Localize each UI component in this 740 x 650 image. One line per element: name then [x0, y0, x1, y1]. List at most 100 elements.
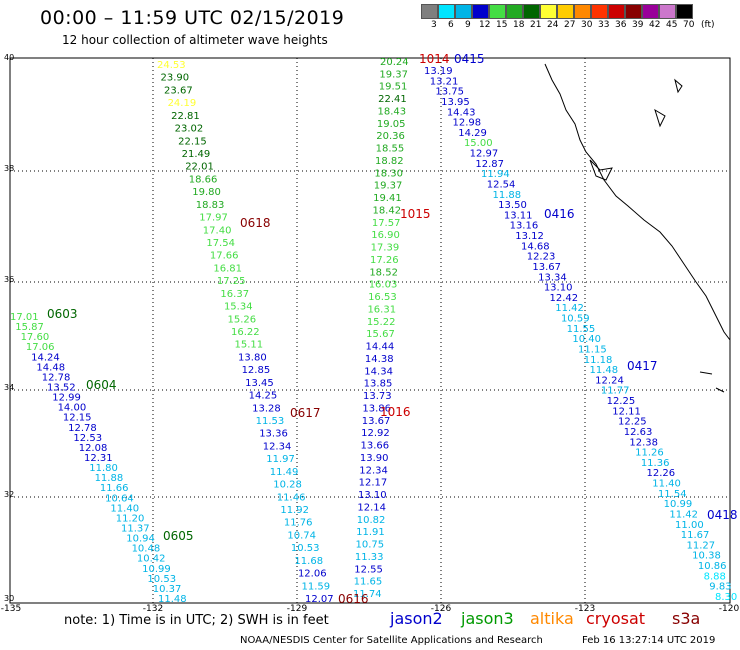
swh-value: 10.40	[572, 334, 601, 345]
swh-value: 12.99	[52, 393, 81, 404]
swh-value: 9.83	[709, 582, 731, 593]
swh-value: 10.82	[357, 515, 386, 526]
swh-value: 16.37	[220, 289, 249, 300]
swh-value: 13.67	[532, 262, 561, 273]
swh-value: 11.00	[675, 520, 704, 531]
swh-value: 11.67	[681, 530, 710, 541]
swh-value: 10.42	[137, 554, 166, 565]
swh-value: 16.81	[213, 263, 242, 274]
swh-value: 11.49	[270, 467, 299, 478]
color-scale-label: 21	[530, 20, 542, 30]
color-swatch	[574, 4, 591, 19]
swh-value: 23.90	[161, 73, 190, 84]
swh-value: 11.42	[555, 303, 584, 314]
swh-value: 13.66	[361, 441, 390, 452]
pass-id-label: 0618	[240, 216, 271, 230]
swh-value: 11.55	[567, 324, 596, 335]
color-swatch	[676, 4, 693, 19]
swh-value: 15.11	[235, 340, 264, 351]
lake-outline	[654, 108, 666, 128]
swh-value: 15.26	[227, 314, 256, 325]
swh-value: 11.33	[355, 552, 384, 563]
color-scale-label: 9	[465, 20, 471, 30]
legend-cryosat: cryosat	[586, 609, 646, 628]
swh-value: 11.91	[356, 527, 385, 538]
legend-jason2: jason2	[390, 609, 443, 628]
swh-value: 14.29	[458, 128, 487, 139]
swh-value: 19.05	[377, 119, 406, 130]
swh-value: 18.66	[189, 174, 218, 185]
swh-value: 13.80	[238, 352, 267, 363]
color-scale-label: 24	[547, 20, 559, 30]
color-scale-label: 45	[666, 20, 678, 30]
color-swatch	[591, 4, 608, 19]
color-scale: 3 6 9 12 15 18 21 24 27 30 33 36 39 42 45 70 (ft)	[421, 4, 731, 33]
swh-value: 12.11	[612, 406, 641, 417]
color-swatch	[489, 4, 506, 19]
swh-value: 17.54	[206, 238, 235, 249]
pass-id-label: 0604	[86, 378, 117, 392]
lat-tick-label: 34	[4, 383, 14, 392]
color-scale-label: 42	[649, 20, 661, 30]
swh-value: 23.67	[164, 85, 193, 96]
swh-value: 11.27	[686, 540, 715, 551]
swh-value: 23.02	[175, 124, 204, 135]
swh-value: 17.39	[371, 243, 400, 254]
swh-value: 22.41	[378, 94, 407, 105]
swh-value: 13.28	[252, 403, 281, 414]
swh-value: 12.85	[242, 365, 271, 376]
swh-value: 11.76	[284, 518, 313, 529]
swh-value: 19.37	[379, 69, 408, 80]
color-swatch	[523, 4, 540, 19]
lake-outline	[674, 78, 683, 94]
swh-value: 8.30	[715, 592, 737, 603]
color-swatch	[608, 4, 625, 19]
swh-value: 14.38	[365, 354, 394, 365]
swh-value: 19.51	[379, 82, 408, 93]
color-scale-label: 12	[479, 20, 491, 30]
swh-value: 10.48	[132, 544, 161, 555]
color-swatch	[472, 4, 489, 19]
swh-value: 12.87	[475, 159, 504, 170]
swh-value: 13.75	[435, 87, 464, 98]
swh-value: 10.86	[698, 561, 727, 572]
pass-id-label: 1015	[400, 207, 431, 221]
swh-value: 8.88	[704, 571, 726, 582]
swh-value: 12.38	[629, 437, 658, 448]
swh-value: 15.00	[464, 138, 493, 149]
color-scale-unit: (ft)	[701, 20, 715, 30]
swh-value: 20.24	[380, 57, 409, 68]
swh-value: 12.92	[361, 428, 390, 439]
swh-value: 12.78	[68, 423, 97, 434]
swh-value: 17.60	[21, 332, 50, 343]
pass-id-label: 0616	[338, 592, 369, 606]
pass-id-label: 1016	[380, 405, 411, 419]
swh-value: 24.19	[168, 98, 197, 109]
map-frame	[9, 57, 731, 604]
swh-value: 13.90	[360, 453, 389, 464]
color-scale-label: 33	[598, 20, 610, 30]
color-scale-label: 39	[632, 20, 644, 30]
swh-value: 11.59	[301, 581, 330, 592]
swh-value: 12.98	[453, 118, 482, 129]
page-subtitle: 12 hour collection of altimeter wave hei…	[62, 33, 328, 47]
swh-value: 17.01	[10, 312, 39, 323]
color-swatch	[540, 4, 557, 19]
swh-value: 11.54	[658, 489, 687, 500]
note-text: note: 1) Time is in UTC; 2) SWH is in fe…	[64, 613, 329, 628]
swh-value: 12.34	[359, 465, 388, 476]
swh-value: 12.42	[550, 293, 579, 304]
swh-value: 11.77	[601, 386, 630, 397]
color-scale-labels: 3 6 9 12 15 18 21 24 27 30 33 36 39 42 45 70 (ft)	[421, 19, 731, 33]
swh-value: 11.15	[578, 344, 607, 355]
swh-value: 11.80	[89, 463, 118, 474]
swh-value: 10.53	[147, 574, 176, 585]
swh-value: 11.92	[280, 505, 309, 516]
swh-value: 17.06	[26, 342, 55, 353]
swh-value: 20.36	[376, 131, 405, 142]
swh-value: 12.63	[624, 427, 653, 438]
swh-value: 11.97	[266, 454, 295, 465]
swh-value: 12.14	[357, 502, 386, 513]
swh-value: 10.37	[153, 584, 182, 595]
swh-value: 14.24	[31, 352, 60, 363]
